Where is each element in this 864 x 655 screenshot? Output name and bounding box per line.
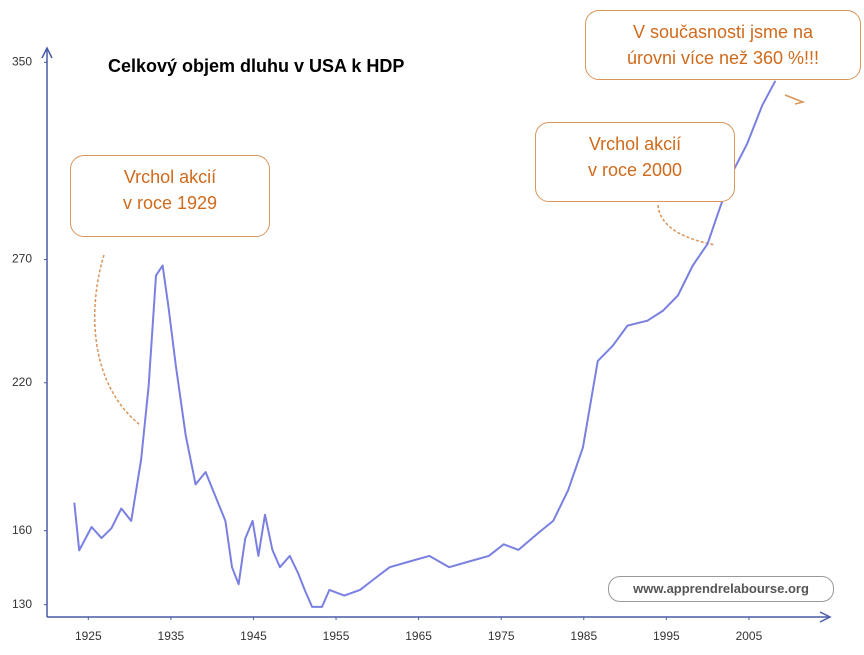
- callout: V současnosti jsme na úrovni více než 36…: [585, 10, 861, 80]
- x-axis-arrow: [819, 611, 832, 623]
- y-tick-label: 130: [12, 597, 32, 611]
- arrow: [784, 94, 806, 105]
- arrow: [657, 204, 716, 246]
- x-tick-label: 1925: [75, 629, 102, 643]
- callout-text: V současnosti jsme na: [632, 22, 814, 42]
- callout-text: v roce 2000: [587, 160, 683, 180]
- x-tick-label: 1975: [488, 629, 515, 643]
- data-line: [73, 80, 777, 608]
- x-tick-label: 1935: [158, 629, 185, 643]
- arrow: [94, 254, 141, 426]
- x-tick-label: 2005: [736, 629, 763, 643]
- watermark: www.apprendrelabourse.org: [608, 576, 834, 602]
- callout-text: Vrchol akcií: [588, 134, 682, 154]
- chart-title: Celkový objem dluhu v USA k HDP: [108, 56, 405, 76]
- x-tick-label: 1965: [405, 629, 432, 643]
- x-tick-label: 1955: [323, 629, 350, 643]
- x-tick-label: 1945: [240, 629, 267, 643]
- y-tick-label: 160: [12, 523, 32, 537]
- y-tick-label: 270: [12, 252, 32, 266]
- y-tick-label: 350: [12, 54, 32, 68]
- x-tick-label: 1995: [653, 629, 680, 643]
- callout-text: úrovni více než 360 %!!!: [626, 48, 820, 68]
- callout-text: v roce 1929: [122, 193, 218, 213]
- y-tick-label: 220: [12, 375, 32, 389]
- callout-text: Vrchol akcií: [123, 167, 217, 187]
- callout: Vrchol akcií v roce 2000: [535, 122, 735, 202]
- y-axis-arrow: [41, 46, 53, 59]
- callout: Vrchol akcií v roce 1929: [70, 155, 270, 237]
- x-tick-label: 1985: [570, 629, 597, 643]
